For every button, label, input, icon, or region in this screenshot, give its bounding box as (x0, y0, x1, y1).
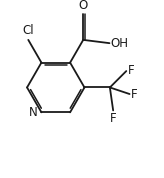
Text: N: N (29, 106, 37, 119)
Text: F: F (131, 88, 137, 101)
Text: F: F (110, 112, 116, 125)
Text: Cl: Cl (22, 24, 34, 37)
Text: F: F (128, 64, 134, 77)
Text: O: O (79, 0, 88, 12)
Text: OH: OH (111, 37, 129, 50)
